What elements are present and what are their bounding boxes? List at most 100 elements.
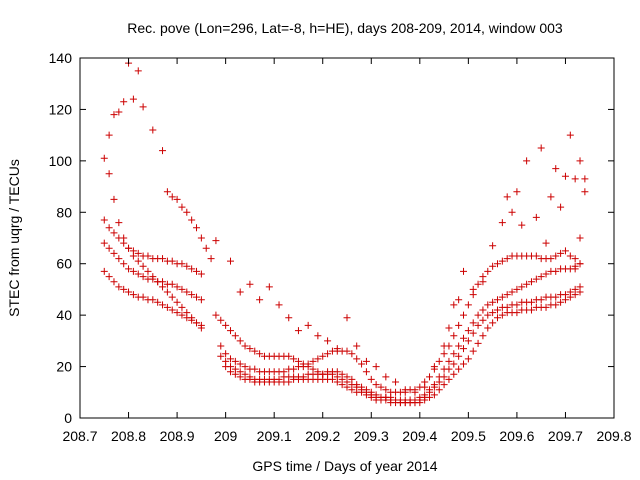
data-point	[202, 244, 210, 252]
data-point	[105, 170, 113, 178]
data-point	[450, 370, 458, 378]
data-point	[464, 337, 472, 345]
data-point	[571, 175, 579, 183]
data-point	[120, 239, 128, 247]
data-point	[129, 247, 137, 255]
data-point	[527, 298, 535, 306]
data-point	[416, 399, 424, 407]
plot-frame	[79, 57, 615, 419]
data-point	[115, 219, 123, 227]
y-tick-label: 20	[56, 359, 72, 375]
data-point	[508, 208, 516, 216]
data-point	[115, 283, 123, 291]
y-tick-label: 100	[49, 153, 73, 169]
data-point	[333, 378, 341, 386]
data-point	[125, 288, 133, 296]
data-point	[328, 375, 336, 383]
data-point	[372, 363, 380, 371]
data-point	[426, 373, 434, 381]
data-point	[338, 381, 346, 389]
x-tick-label: 209.4	[402, 428, 437, 444]
data-point	[197, 321, 205, 329]
data-point	[498, 311, 506, 319]
data-point	[552, 301, 560, 309]
data-point	[105, 273, 113, 281]
data-point	[552, 165, 560, 173]
data-point	[445, 365, 453, 373]
data-point	[353, 355, 361, 363]
data-point	[309, 357, 317, 365]
data-point	[532, 252, 540, 260]
data-point	[571, 265, 579, 273]
data-point	[523, 157, 531, 165]
data-point	[212, 237, 220, 245]
data-point	[231, 357, 239, 365]
data-point	[571, 291, 579, 299]
chart-title: Rec. pove (Lon=296, Lat=-8, h=HE), days …	[127, 20, 563, 36]
data-point	[576, 157, 584, 165]
data-point	[149, 296, 157, 304]
data-point	[362, 368, 370, 376]
data-point	[445, 375, 453, 383]
data-point	[178, 303, 186, 311]
data-point	[139, 273, 147, 281]
x-tick-label: 208.7	[62, 428, 97, 444]
data-point	[343, 383, 351, 391]
data-point	[367, 375, 375, 383]
data-point	[197, 270, 205, 278]
data-point	[188, 291, 196, 299]
data-point	[115, 108, 123, 116]
data-point	[474, 321, 482, 329]
data-point	[421, 383, 429, 391]
data-point	[188, 265, 196, 273]
data-point	[489, 309, 497, 317]
data-point	[430, 391, 438, 399]
data-points	[100, 59, 589, 407]
data-point	[285, 352, 293, 360]
data-point	[168, 306, 176, 314]
data-point	[236, 360, 244, 368]
data-point	[479, 278, 487, 286]
data-point	[222, 350, 230, 358]
data-point	[464, 301, 472, 309]
data-point	[547, 255, 555, 263]
data-point	[445, 357, 453, 365]
data-point	[479, 316, 487, 324]
data-point	[440, 342, 448, 350]
data-point	[231, 370, 239, 378]
data-point	[464, 355, 472, 363]
data-point	[552, 252, 560, 260]
data-point	[100, 267, 108, 275]
data-point	[581, 175, 589, 183]
data-point	[382, 373, 390, 381]
data-point	[537, 296, 545, 304]
x-tick-label: 209.8	[596, 428, 631, 444]
data-point	[503, 193, 511, 201]
data-point	[183, 262, 191, 270]
data-point	[129, 95, 137, 103]
data-point	[110, 195, 118, 203]
data-point	[469, 347, 477, 355]
data-point	[455, 321, 463, 329]
data-point	[144, 267, 152, 275]
data-point	[110, 249, 118, 257]
data-point	[426, 393, 434, 401]
data-point	[290, 365, 298, 373]
data-point	[159, 301, 167, 309]
data-point	[294, 357, 302, 365]
data-point	[557, 249, 565, 257]
data-point	[513, 285, 521, 293]
data-point	[134, 257, 142, 265]
data-point	[265, 283, 273, 291]
data-point	[212, 311, 220, 319]
data-point	[493, 314, 501, 322]
data-point	[493, 306, 501, 314]
data-point	[105, 244, 113, 252]
data-point	[353, 342, 361, 350]
data-point	[168, 257, 176, 265]
data-point	[343, 373, 351, 381]
data-point	[518, 221, 526, 229]
data-point	[493, 260, 501, 268]
data-point	[173, 195, 181, 203]
